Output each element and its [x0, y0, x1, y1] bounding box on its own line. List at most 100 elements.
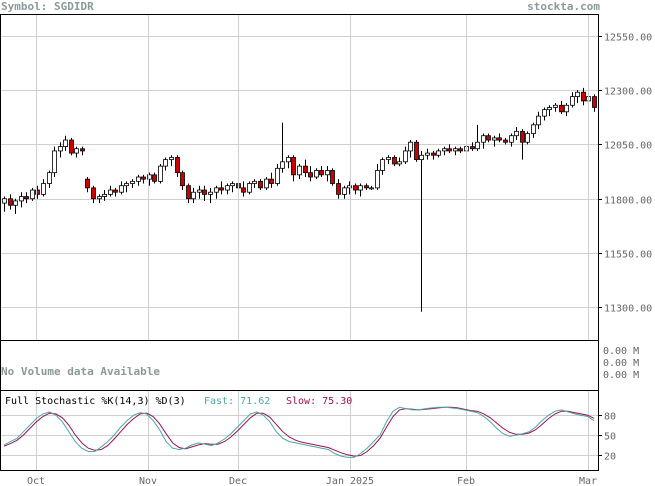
candle-body [509, 135, 514, 143]
symbol-label: Symbol: SGDIDR [1, 0, 94, 13]
candle-body [470, 146, 475, 150]
brand-label[interactable]: stockta.com [527, 0, 600, 13]
candle-body [559, 104, 564, 113]
candle [525, 131, 530, 145]
candle [369, 185, 374, 191]
candle-body [275, 167, 280, 184]
candle [191, 187, 196, 204]
candle [180, 170, 185, 191]
candle [486, 133, 491, 143]
candle [241, 181, 246, 197]
candle [108, 185, 113, 197]
candle-body [364, 185, 369, 189]
candle-body [547, 107, 552, 111]
candle-body [252, 180, 257, 184]
candle [547, 105, 552, 117]
candle [492, 135, 497, 147]
candle [514, 127, 519, 141]
candle-body [431, 152, 436, 156]
candle-body [319, 170, 324, 176]
candle [202, 185, 207, 201]
candle-body [330, 170, 335, 184]
candle-body [19, 196, 24, 202]
candle [258, 179, 263, 191]
candle-body [91, 187, 96, 200]
candle-body [386, 157, 391, 161]
candle [208, 187, 213, 204]
candle-body [303, 165, 308, 174]
candle-body [158, 165, 163, 182]
candle-body [197, 189, 202, 193]
candle [575, 90, 580, 104]
candle [47, 170, 52, 188]
candle [69, 137, 74, 156]
candle [85, 177, 90, 193]
candle [353, 183, 358, 195]
candle [102, 190, 107, 201]
candle-body [130, 180, 135, 184]
candle [397, 157, 402, 167]
candle-body [492, 137, 497, 141]
x-axis-label: Feb [457, 476, 475, 486]
candle-body [453, 148, 458, 152]
candle-body [258, 180, 263, 189]
x-axis-label: Mar [579, 476, 597, 486]
x-axis-label: Nov [139, 476, 157, 486]
candle-body [2, 198, 7, 204]
candle [219, 181, 224, 195]
candle [392, 155, 397, 167]
candle [280, 122, 285, 173]
candle-body [269, 178, 274, 184]
x-axis-label: Dec [229, 476, 247, 486]
stochastic-slow-label: Slow: 75.30 [286, 396, 353, 407]
candle-body [102, 193, 107, 197]
candle [297, 163, 302, 180]
candle [520, 129, 525, 160]
candle-body [202, 189, 207, 195]
candle-body [525, 133, 530, 143]
candle-body [314, 170, 319, 178]
candle-body [575, 91, 580, 97]
candle [41, 179, 46, 197]
candle-body [325, 170, 330, 176]
candle [536, 111, 541, 130]
price-tick-label: 11550.00 [604, 250, 652, 261]
candle [124, 181, 129, 193]
stochastic-fast-value: 71.62 [240, 396, 271, 407]
candle [13, 198, 18, 214]
candle [141, 174, 146, 184]
candle [581, 87, 586, 106]
stochastic-panel-frame [0, 390, 599, 471]
candle [414, 140, 419, 162]
candle-body [358, 185, 363, 191]
candle [386, 155, 391, 164]
no-volume-message: No Volume data Available [1, 365, 160, 378]
candle [74, 146, 79, 158]
candle-body [113, 189, 118, 193]
stochastic-title: Full Stochastic %K(14,3) %D(3) [5, 396, 186, 407]
stochastic-slow-line [3, 406, 595, 457]
candle-body [163, 159, 168, 167]
candle [58, 142, 63, 158]
candle [35, 185, 40, 199]
candle-body [408, 141, 413, 152]
candle [130, 179, 135, 188]
candle-body [141, 176, 146, 180]
candle [375, 163, 380, 191]
candle [175, 155, 180, 177]
price-tick-label: 11800.00 [604, 196, 652, 207]
candle-body [47, 172, 52, 184]
candle-body [180, 172, 185, 187]
price-tick-label: 12050.00 [604, 141, 652, 152]
candle-body [481, 135, 486, 143]
candle-body [124, 183, 129, 187]
candle-body [520, 130, 525, 143]
candle [330, 168, 335, 186]
candle-body [392, 157, 397, 165]
stochastic-tick-label: 20 [604, 452, 616, 463]
candle [447, 144, 452, 154]
candle-body [297, 165, 302, 176]
candle-body [191, 191, 196, 200]
stochastic-slow-value: 75.30 [322, 396, 353, 407]
candle [275, 163, 280, 186]
